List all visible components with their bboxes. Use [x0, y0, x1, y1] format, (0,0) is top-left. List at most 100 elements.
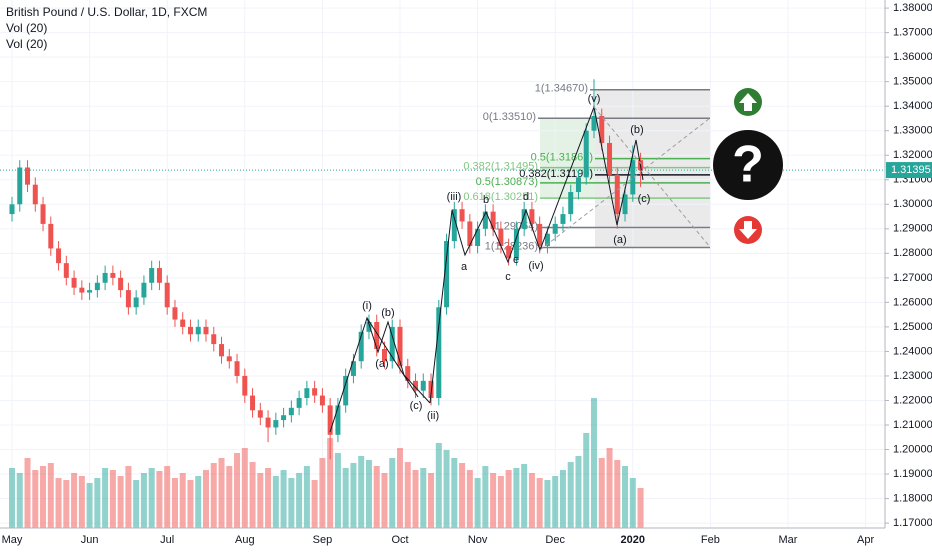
fib-label: 0.382(1.31495) [463, 161, 538, 173]
candle-body [490, 211, 496, 229]
volume-bar [614, 460, 621, 528]
x-tick-label: Jun [81, 534, 99, 546]
wave-line [329, 316, 431, 433]
candle-body [451, 209, 457, 242]
candle-body [172, 307, 178, 320]
fib-label: 0.382(1.31199) [519, 168, 593, 180]
volume-bar [513, 468, 520, 528]
volume-bar [459, 463, 466, 528]
wave-label: (a) [613, 234, 626, 246]
y-tick-label: 1.20000 [893, 443, 932, 455]
candle-body [381, 348, 387, 362]
volume-bar [40, 466, 47, 528]
y-tick-label: 1.23000 [893, 370, 932, 382]
x-tick-label: Apr [857, 534, 874, 546]
volume-bar [629, 478, 636, 528]
candle-body [498, 228, 504, 246]
y-tick-label: 1.27000 [893, 272, 932, 284]
candle-body [482, 211, 488, 229]
fib-label: 1(1.34670) [535, 83, 588, 95]
volume-bar [257, 473, 264, 528]
volume-bar [171, 478, 178, 528]
y-tick-label: 1.36000 [893, 51, 932, 63]
x-tick-label: Feb [701, 534, 720, 546]
candle-body [529, 209, 535, 224]
y-tick-label: 1.22000 [893, 394, 932, 406]
wave-labels: (i) (b) (a) (c) (ii) (iii) a b c d e (iv) (v) (b) (a) (… [362, 93, 650, 422]
volume-bar [234, 453, 241, 528]
volume-bar [420, 468, 427, 528]
volume-bar [303, 466, 310, 528]
candle-body [312, 388, 318, 396]
volume-bar [365, 460, 372, 528]
fib-label: 0.5(1.31862) [531, 152, 593, 164]
y-tick-label: 1.26000 [893, 296, 932, 308]
volume-bar [117, 476, 124, 528]
volume-bar [606, 448, 613, 528]
candle-body [544, 233, 550, 246]
volume-bar [179, 473, 186, 528]
candle-body [48, 223, 54, 249]
y-tick-label: 1.17000 [893, 517, 932, 529]
candle-body [397, 326, 403, 367]
volume-bar [358, 456, 365, 528]
volume-bar [55, 478, 62, 528]
candle-body [110, 272, 116, 278]
candle-body [87, 290, 93, 293]
candle-body [475, 228, 481, 246]
candle-body [413, 380, 419, 391]
volume-bar [9, 468, 15, 528]
candle-body [63, 263, 69, 278]
candle-body [358, 331, 364, 362]
volume-bar [559, 470, 566, 528]
volume-bar [412, 470, 419, 528]
candle-body [156, 268, 162, 283]
candle-body [513, 228, 519, 259]
candle-body [226, 356, 232, 362]
y-tick-label: 1.21000 [893, 419, 932, 431]
volume-bar [637, 488, 644, 528]
candle-body [125, 290, 131, 308]
wave-label: a [461, 261, 468, 273]
volume-bar [497, 476, 504, 528]
volume-bar [528, 473, 535, 528]
svg-text:?: ? [732, 136, 764, 194]
volume-bar [272, 476, 279, 528]
fib-tool: 1(1.34670)0(1.33510)0.5(1.31862)0.382(1.… [463, 83, 710, 252]
candle-body [242, 375, 248, 396]
volume-bar [435, 443, 442, 528]
candle-body [71, 277, 77, 288]
candle-body [304, 388, 310, 399]
candle-body [9, 204, 15, 215]
candle-body [428, 380, 434, 399]
x-tick-label: Jul [160, 534, 174, 546]
volume-bar [389, 458, 396, 528]
volume-bar [280, 470, 287, 528]
candle-body [273, 420, 279, 428]
fib-box [595, 90, 710, 247]
volume-bar [521, 464, 528, 528]
volume-bar [583, 433, 590, 528]
candle-body [389, 326, 395, 362]
wave-label: e [513, 254, 519, 266]
candle-body [288, 407, 294, 416]
candle-body [622, 194, 628, 215]
candle-body [250, 395, 256, 411]
candle-body [568, 192, 574, 215]
volume-bar [296, 473, 303, 528]
candle-body [25, 167, 31, 185]
candle-body [599, 115, 605, 143]
volume-bar [334, 453, 341, 528]
volume-bar [482, 466, 489, 528]
y-tick-label: 1.19000 [893, 468, 932, 480]
volume-bar [552, 476, 559, 528]
y-tick-label: 1.34000 [893, 100, 932, 112]
volume-bar [78, 476, 85, 528]
volume-bar [567, 462, 574, 528]
volume-bar [490, 473, 497, 528]
volume-bar [288, 478, 295, 528]
x-tick-label: Dec [545, 534, 565, 546]
x-tick-label: Aug [235, 534, 255, 546]
